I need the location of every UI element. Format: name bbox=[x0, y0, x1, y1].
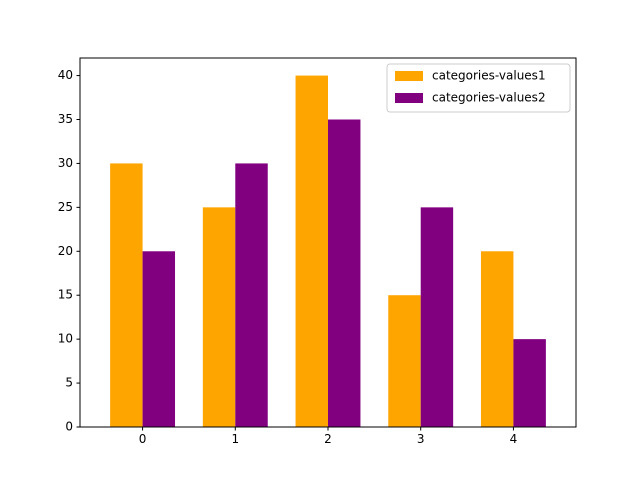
legend-label-2: categories-values2 bbox=[432, 91, 546, 105]
x-tick-label: 3 bbox=[417, 432, 425, 446]
bar-series-1-category-2 bbox=[295, 75, 328, 428]
bar-series-2-category-0 bbox=[142, 251, 176, 427]
y-tick-label: 5 bbox=[65, 376, 73, 390]
bar-series-2-category-2 bbox=[328, 119, 361, 427]
y-tick-label: 20 bbox=[58, 244, 73, 258]
legend-box bbox=[386, 63, 571, 113]
bar-series-2-category-1 bbox=[235, 163, 268, 427]
y-tick-label: 15 bbox=[58, 288, 73, 302]
y-tick-label: 30 bbox=[58, 156, 73, 170]
legend-swatch-2 bbox=[395, 93, 423, 103]
x-tick-label: 4 bbox=[510, 432, 518, 446]
bars-layer bbox=[110, 75, 546, 428]
bar-series-2-category-4 bbox=[513, 339, 546, 427]
bar-series-1-category-0 bbox=[110, 163, 143, 427]
legend-label-1: categories-values1 bbox=[432, 69, 546, 83]
y-tick-label: 40 bbox=[58, 68, 73, 82]
legend-swatch-1 bbox=[395, 71, 423, 81]
y-tick-label: 25 bbox=[58, 200, 73, 214]
bar-series-2-category-3 bbox=[420, 207, 454, 427]
y-tick-label: 0 bbox=[65, 420, 73, 434]
y-tick-label: 35 bbox=[58, 112, 73, 126]
y-tick-label: 10 bbox=[58, 332, 73, 346]
legend: categories-values1 categories-values2 bbox=[386, 63, 571, 113]
x-tick-label: 0 bbox=[139, 432, 147, 446]
x-tick-label: 1 bbox=[231, 432, 239, 446]
axes-layer: 0 5 10 15 20 25 30 35 40 0 1 2 3 4 bbox=[58, 57, 577, 446]
bar-series-1-category-3 bbox=[388, 295, 421, 427]
x-tick-label: 2 bbox=[324, 432, 332, 446]
bar-series-1-category-1 bbox=[202, 207, 236, 427]
bar-series-1-category-4 bbox=[480, 251, 514, 427]
